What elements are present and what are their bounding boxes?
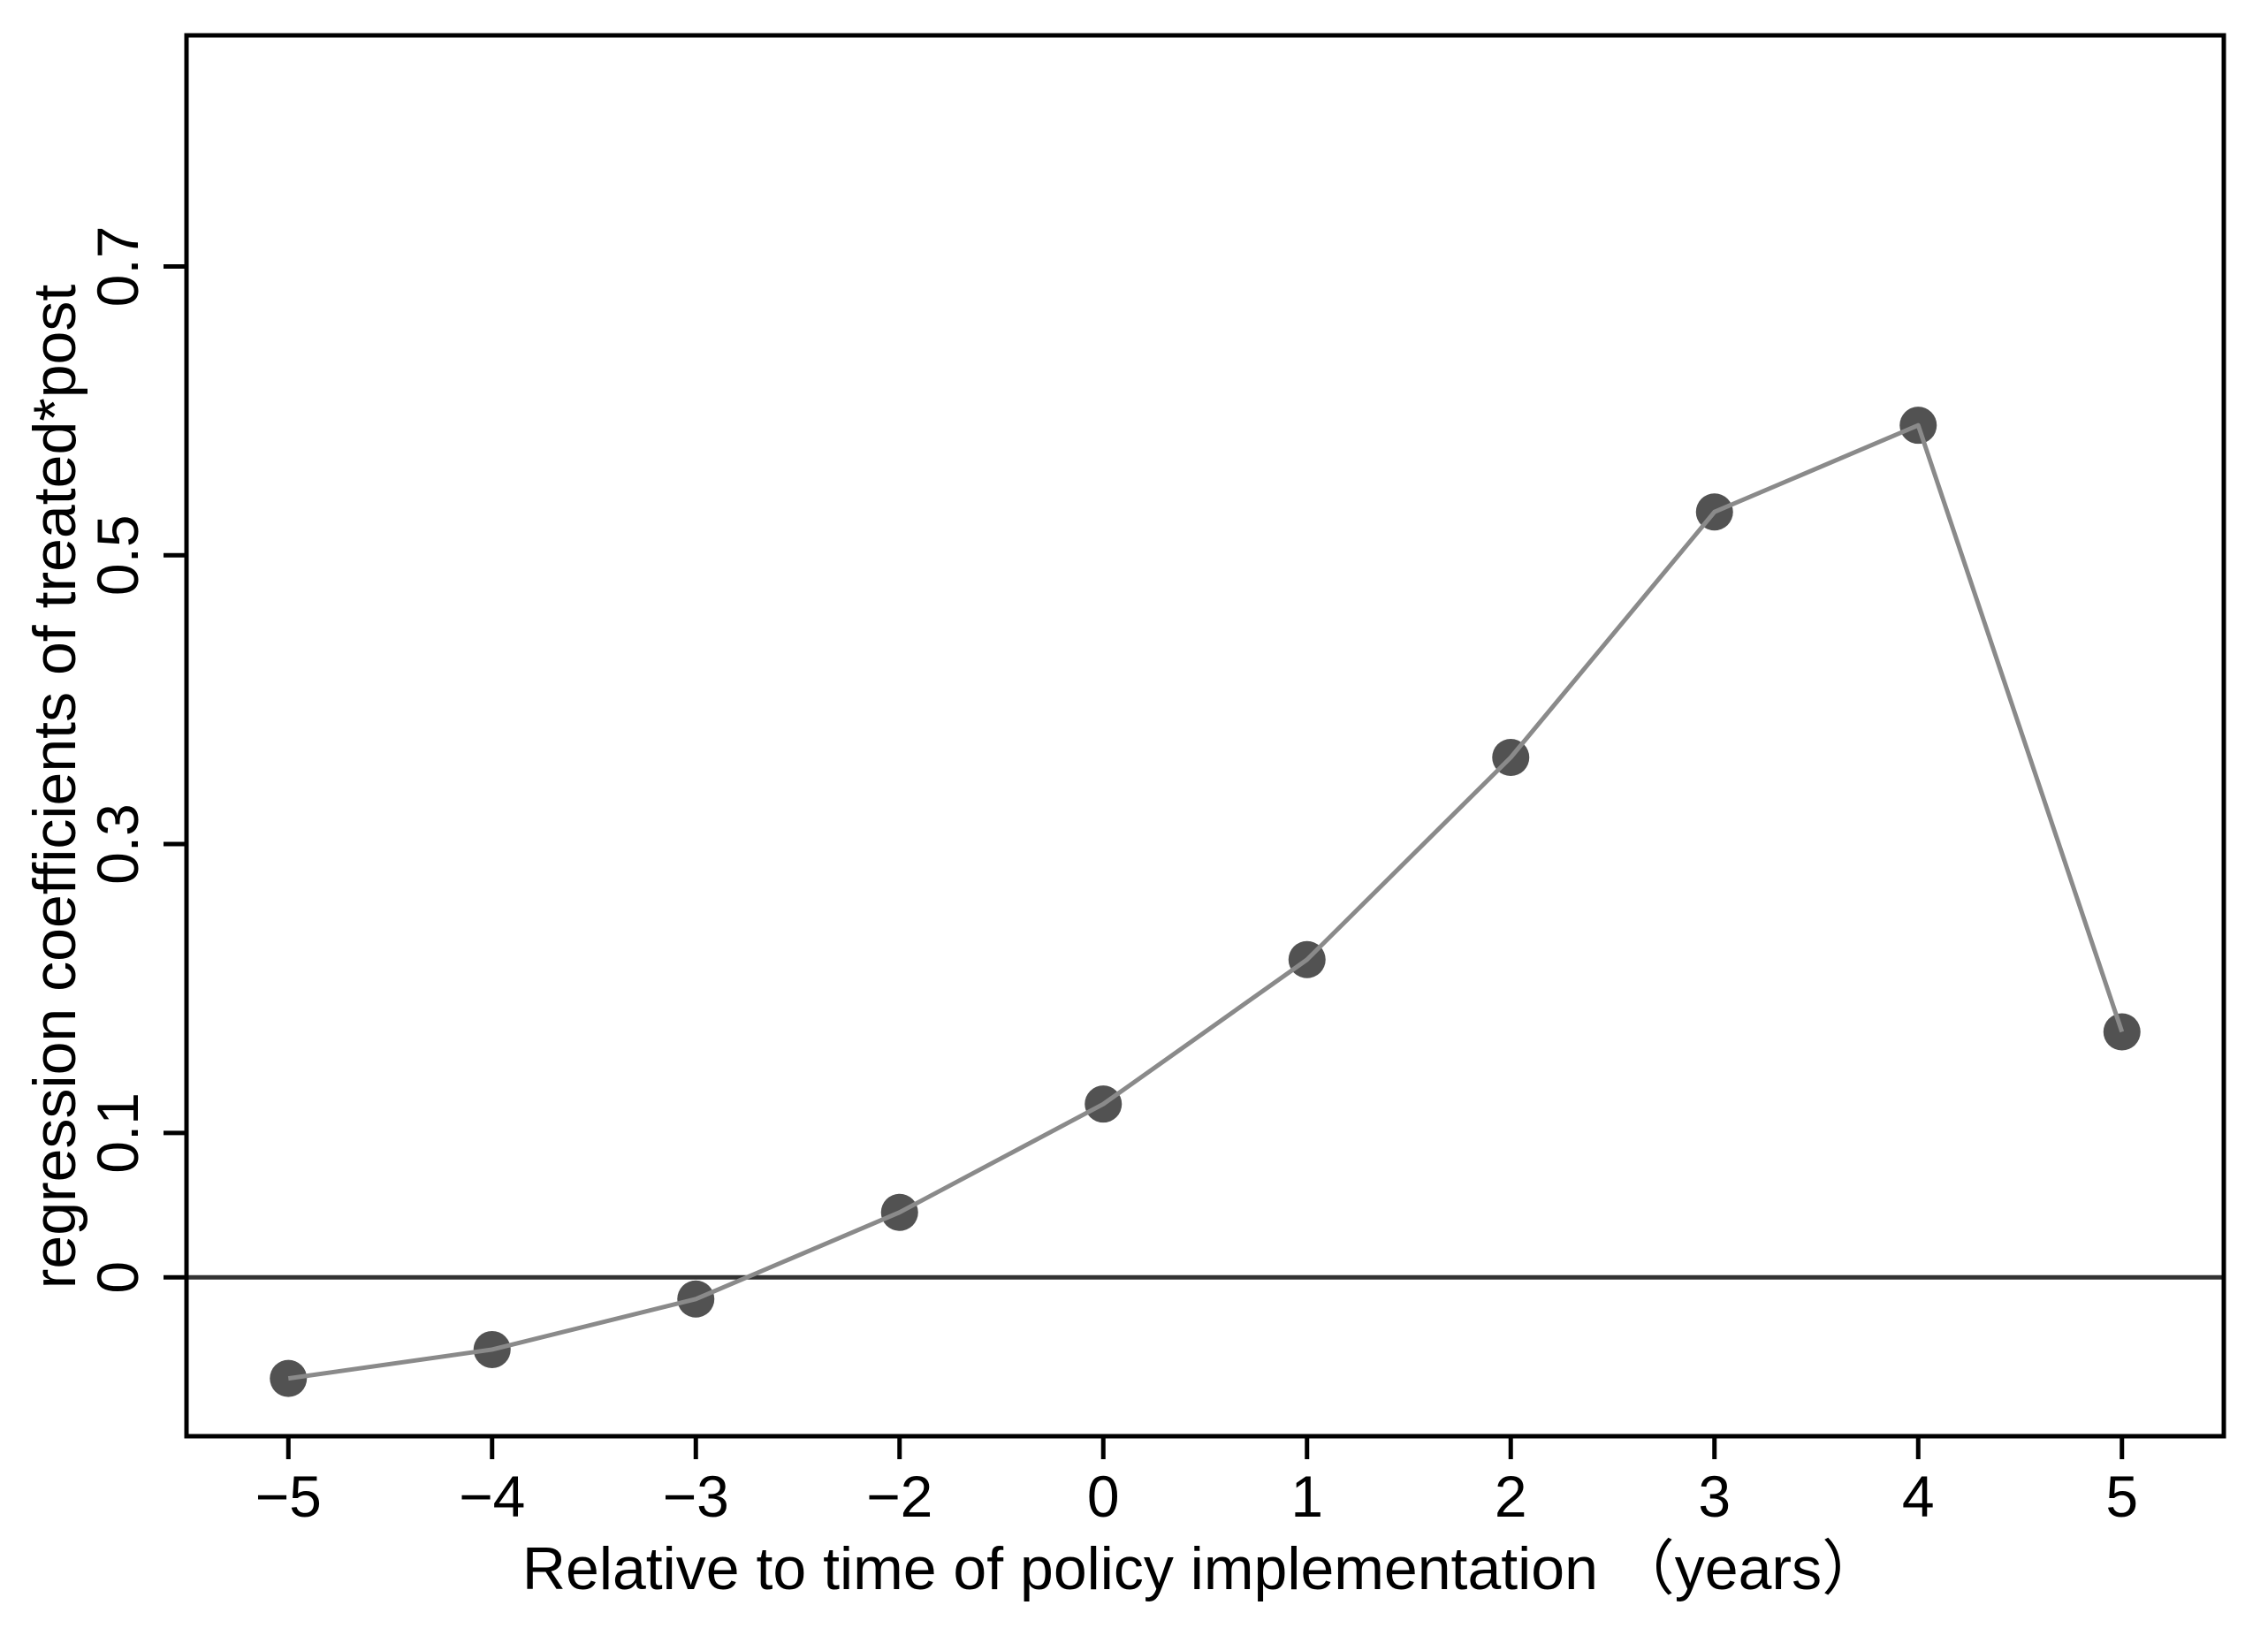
x-tick-label: 0 [1087,1464,1120,1529]
plot-frame [184,33,2226,1439]
x-tick-label: 2 [1495,1464,1527,1529]
plot-area: 0 0.1 0.3 0.5 0.7 −5 −4 −3 −2 0 1 2 3 4 5 [85,33,2226,1529]
x-tick-label: 1 [1290,1464,1323,1529]
y-tick-label: 0.7 [85,226,150,308]
series-line [287,422,2125,1381]
x-tick-label: −5 [255,1464,322,1529]
x-tick-label: −3 [663,1464,729,1529]
x-tick-label: 5 [2105,1464,2138,1529]
y-axis-title: regression coefficients of treated*post [21,285,88,1289]
y-tick-label: 0 [85,1261,150,1294]
x-tick-label: −2 [866,1464,932,1529]
y-tick-label: 0.5 [85,514,150,596]
x-tick-label: −4 [459,1464,525,1529]
y-tick-label: 0.1 [85,1092,150,1174]
x-tick-label: 3 [1698,1464,1731,1529]
x-axis-title: Relative to time of policy implementatio… [522,1535,1882,1602]
x-tick-label: 4 [1902,1464,1935,1529]
y-tick-label: 0.3 [85,803,150,885]
